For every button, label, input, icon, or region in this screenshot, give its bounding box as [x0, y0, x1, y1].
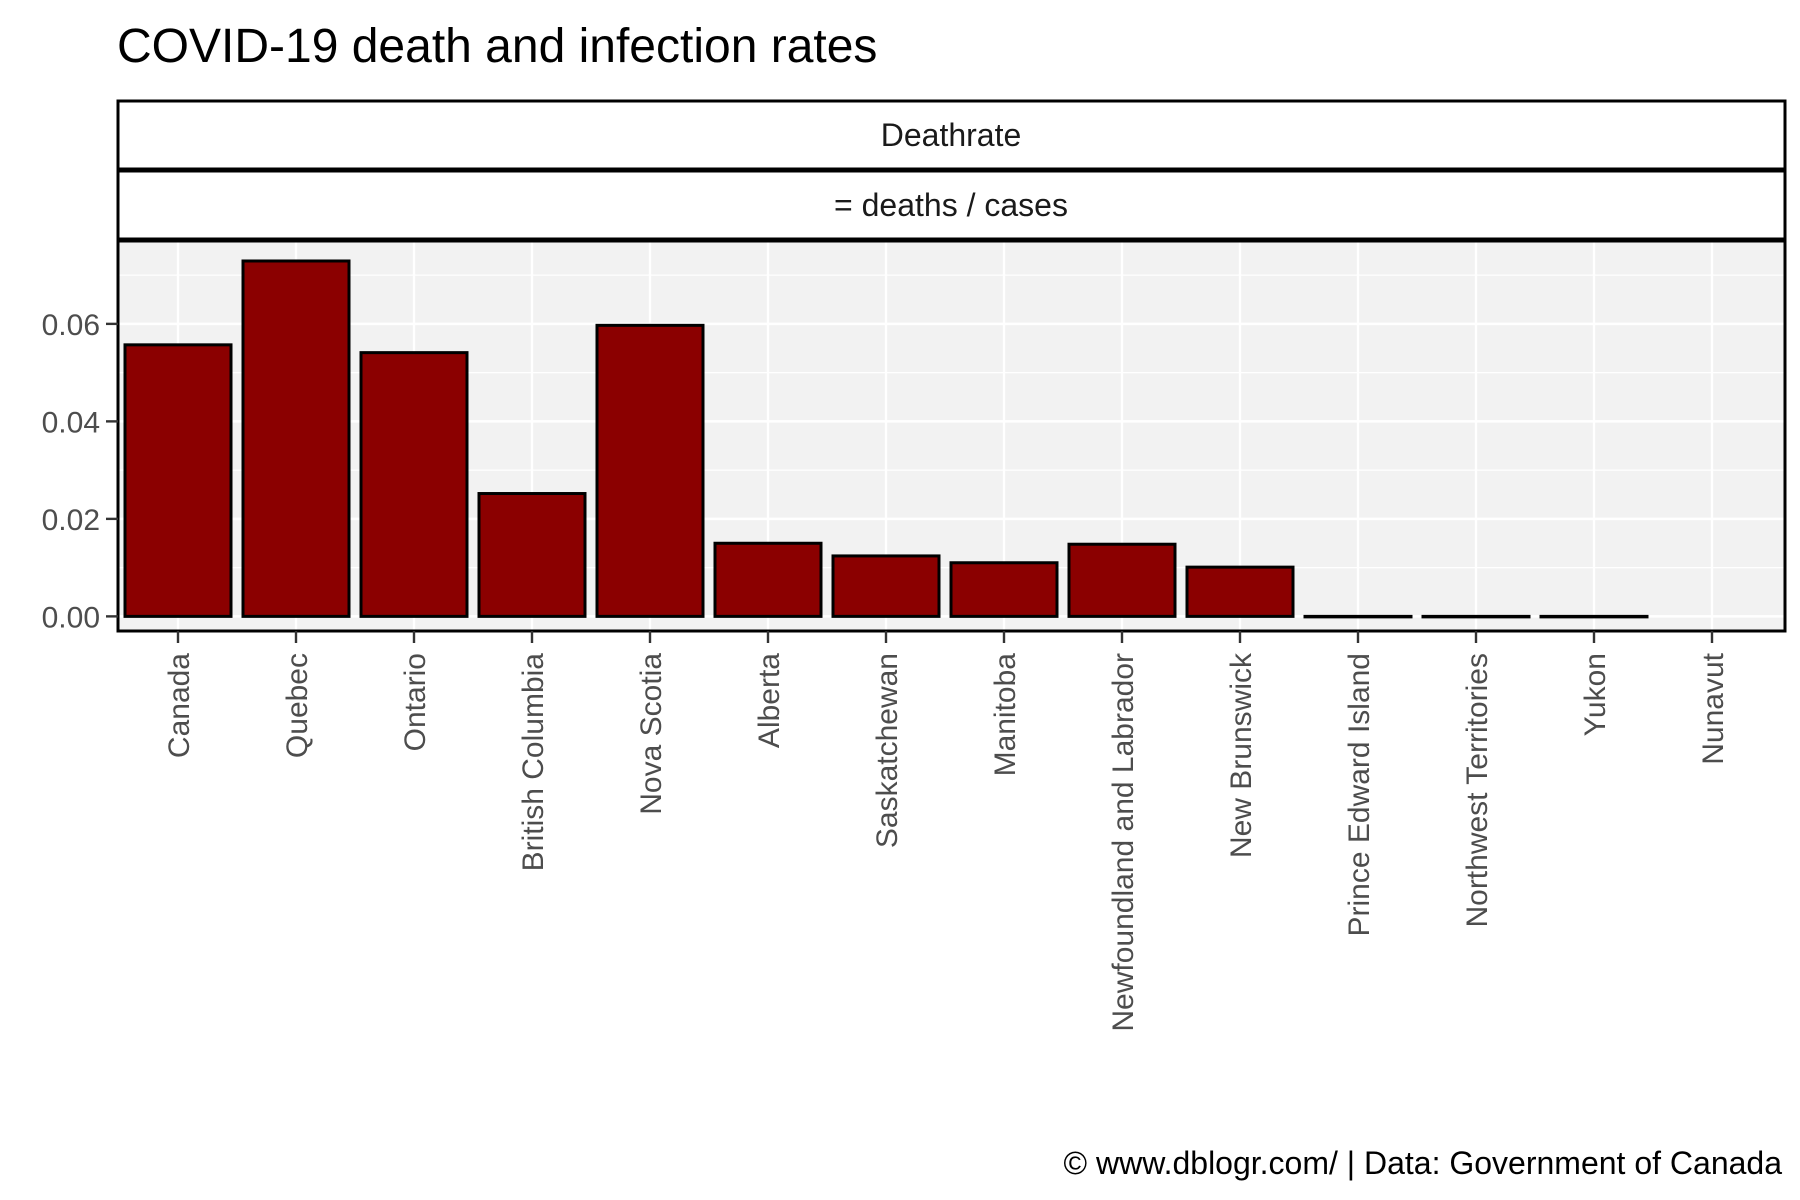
plot-panel-border — [116, 239, 1787, 633]
bar-newfoundland-and-labrador — [1067, 542, 1177, 618]
bar-ontario — [359, 351, 469, 618]
y-axis: 0.00 0.02 0.04 0.06 — [42, 309, 118, 634]
bar-nova-scotia — [595, 323, 705, 618]
facet-strip-2 — [116, 169, 1787, 241]
facet-strip-label-deathrate: Deathrate — [881, 117, 1022, 153]
facet-strip-label-formula: = deaths / cases — [834, 187, 1068, 223]
y-tick-label: 0.04 — [42, 406, 100, 439]
bar-yukon — [1539, 614, 1649, 619]
bar-british-columbia — [477, 492, 587, 618]
x-tick-label: Yukon — [1579, 653, 1612, 736]
x-tick-label: Prince Edward Island — [1343, 653, 1376, 936]
x-axis: Canada Quebec Ontario British Columbia Nova … — [163, 631, 1730, 1032]
chart-title: COVID-19 death and infection rates — [117, 20, 877, 73]
x-tick-label: Alberta — [753, 653, 786, 748]
x-tick-label: Nova Scotia — [635, 653, 668, 815]
x-tick-label: British Columbia — [517, 653, 550, 872]
facet-strip-1 — [116, 99, 1787, 171]
y-tick-label: 0.02 — [42, 504, 100, 537]
x-tick-label: New Brunswick — [1225, 652, 1258, 858]
x-tick-label: Ontario — [399, 653, 432, 751]
bar-quebec — [241, 259, 351, 618]
bar-prince-edward-island — [1303, 614, 1413, 619]
bar-new-brunswick — [1185, 565, 1295, 618]
x-tick-label: Northwest Territories — [1461, 653, 1494, 928]
y-tick-label: 0.00 — [42, 601, 100, 634]
bar-alberta — [713, 541, 823, 618]
x-tick-label: Quebec — [281, 653, 314, 758]
chart-caption: © www.dblogr.com/ | Data: Government of … — [1064, 1145, 1783, 1181]
bars — [123, 259, 1649, 619]
facet-strips: Deathrate = deaths / cases — [116, 99, 1787, 241]
bar-canada — [123, 343, 233, 618]
x-tick-label: Manitoba — [989, 653, 1022, 777]
x-tick-label: Newfoundland and Labrador — [1107, 653, 1140, 1032]
bar-manitoba — [949, 561, 1059, 618]
x-tick-label: Saskatchewan — [871, 653, 904, 848]
x-tick-label: Nunavut — [1697, 652, 1730, 764]
bar-northwest-territories — [1421, 614, 1531, 619]
bar-saskatchewan — [831, 554, 941, 618]
y-tick-label: 0.06 — [42, 309, 100, 342]
x-tick-label: Canada — [163, 653, 196, 758]
